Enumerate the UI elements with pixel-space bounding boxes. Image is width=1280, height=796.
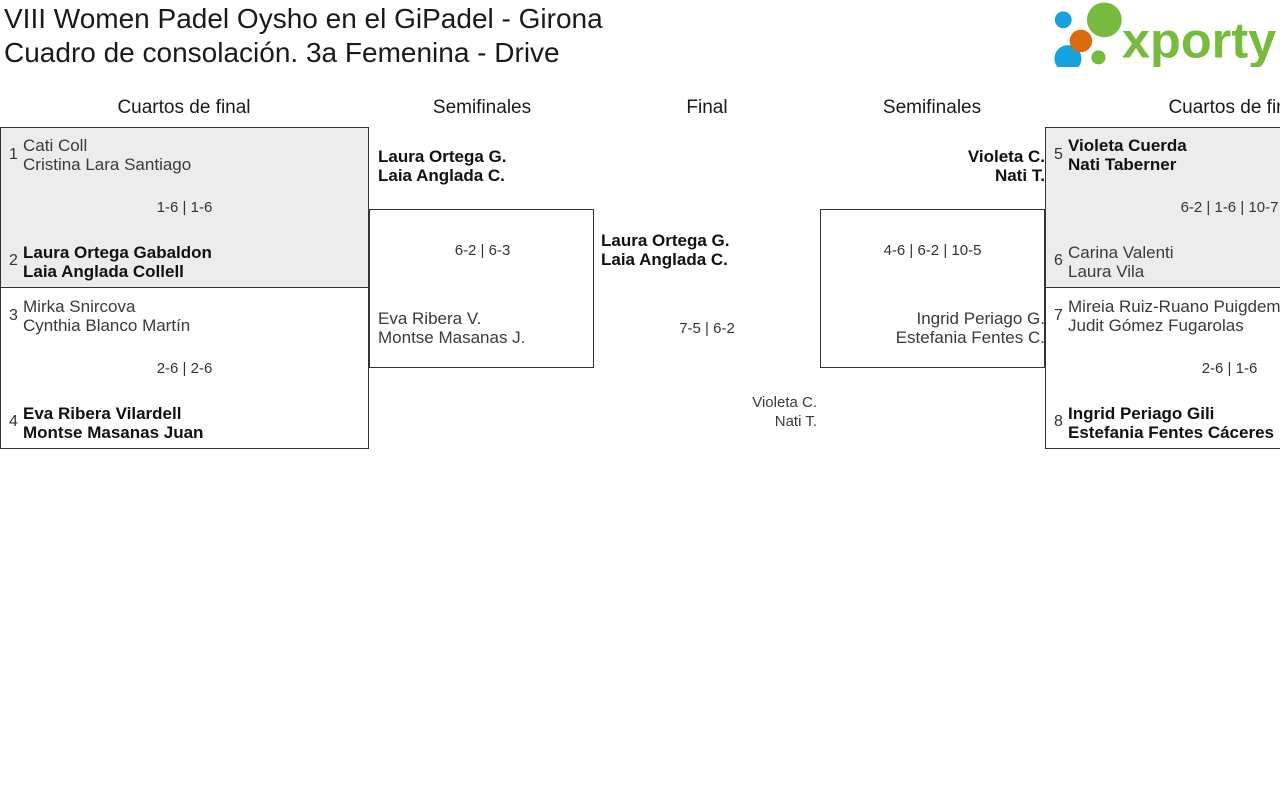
svg-text:xporty: xporty: [1122, 11, 1276, 67]
